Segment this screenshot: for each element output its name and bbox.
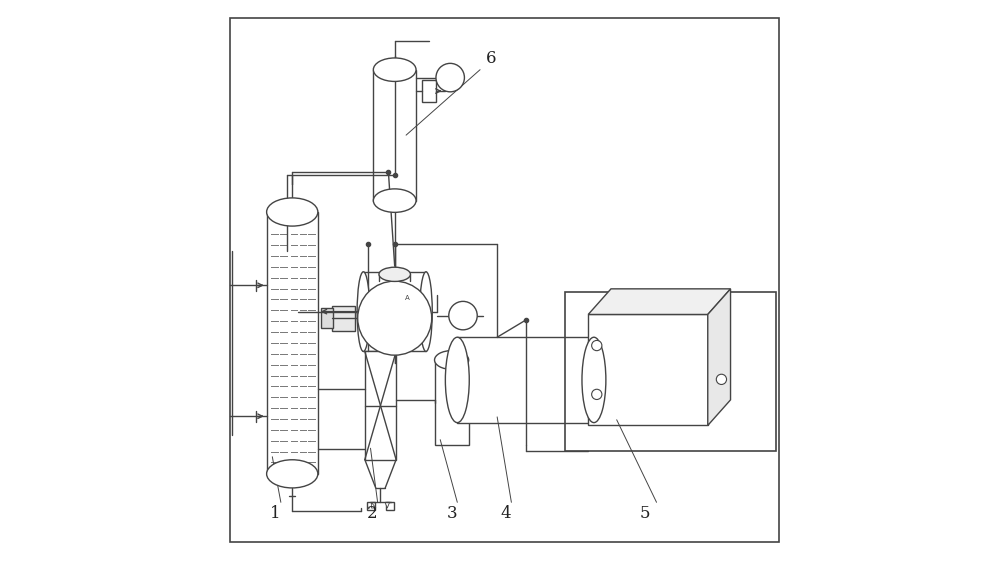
Ellipse shape	[445, 337, 469, 423]
Bar	[332, 305, 355, 331]
Bar	[367, 502, 375, 510]
Circle shape	[436, 63, 464, 92]
Text: 1: 1	[270, 505, 280, 522]
Circle shape	[449, 301, 477, 330]
Circle shape	[716, 374, 727, 384]
Bar	[565, 292, 776, 451]
Ellipse shape	[373, 58, 416, 81]
Ellipse shape	[379, 267, 410, 281]
Circle shape	[358, 281, 432, 355]
Text: 2: 2	[367, 505, 377, 522]
Ellipse shape	[420, 272, 432, 351]
Ellipse shape	[435, 351, 469, 370]
Circle shape	[592, 390, 602, 399]
Bar	[457, 337, 594, 423]
Text: A: A	[405, 295, 410, 301]
Polygon shape	[588, 289, 731, 315]
Bar	[365, 351, 396, 460]
Bar	[588, 315, 708, 426]
Ellipse shape	[267, 198, 318, 226]
Text: 5: 5	[640, 505, 650, 522]
Bar	[435, 360, 469, 446]
Bar	[386, 502, 394, 510]
Ellipse shape	[357, 272, 370, 351]
Ellipse shape	[373, 189, 416, 212]
Polygon shape	[385, 502, 390, 508]
Bar	[321, 308, 333, 328]
Ellipse shape	[582, 337, 606, 423]
Polygon shape	[708, 289, 731, 426]
Bar	[422, 80, 436, 102]
Ellipse shape	[267, 460, 318, 488]
Circle shape	[592, 340, 602, 351]
Text: 6: 6	[486, 50, 497, 67]
Text: 4: 4	[500, 505, 511, 522]
Polygon shape	[371, 502, 376, 508]
Bar	[363, 272, 426, 351]
Bar	[373, 70, 416, 201]
Bar	[267, 212, 318, 474]
Text: 3: 3	[446, 505, 457, 522]
